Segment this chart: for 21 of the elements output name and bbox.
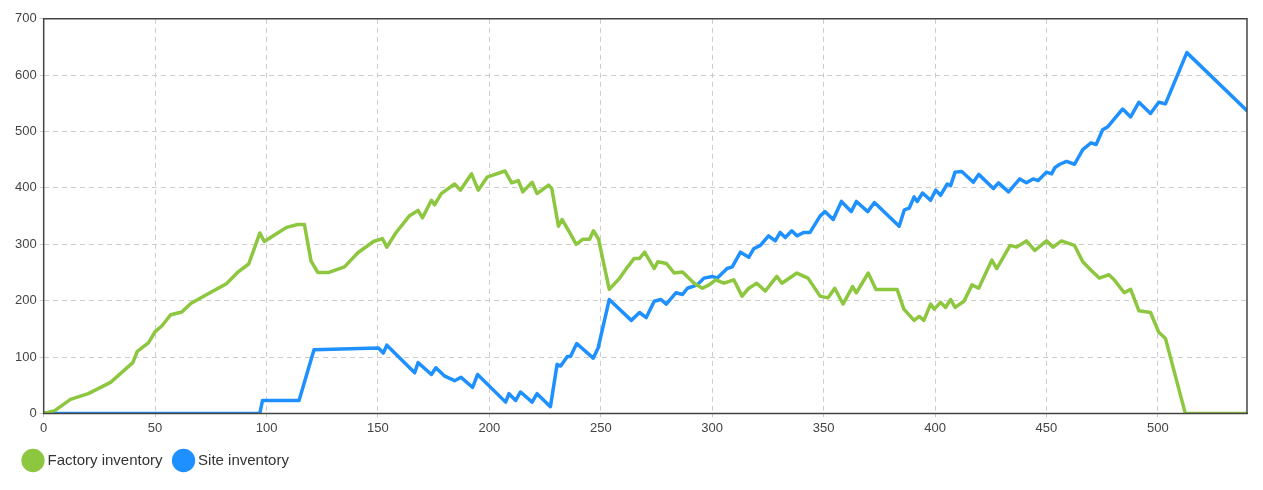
x-tick-label: 150 bbox=[367, 419, 389, 435]
x-tick-label: 100 bbox=[255, 419, 278, 435]
x-tick-label: 500 bbox=[1147, 419, 1169, 435]
legend-label: Site inventory bbox=[198, 450, 290, 468]
x-tick-label: 300 bbox=[701, 419, 724, 435]
y-tick-label: 400 bbox=[14, 179, 37, 195]
x-tick-label: 450 bbox=[1035, 419, 1058, 435]
y-tick-label: 200 bbox=[14, 292, 37, 308]
x-tick-label: 400 bbox=[924, 419, 946, 435]
y-tick-label: 500 bbox=[14, 123, 37, 139]
x-tick-label: 0 bbox=[40, 419, 48, 435]
y-tick-label: 0 bbox=[29, 404, 37, 420]
y-tick-label: 600 bbox=[14, 66, 37, 82]
y-tick-label: 100 bbox=[14, 348, 37, 364]
x-tick-label: 350 bbox=[812, 419, 835, 435]
x-tick-label: 50 bbox=[147, 419, 163, 435]
legend-label: Factory inventory bbox=[47, 450, 164, 468]
x-tick-label: 200 bbox=[478, 419, 501, 435]
y-tick-label: 700 bbox=[14, 10, 37, 26]
x-tick-label: 250 bbox=[589, 419, 612, 435]
y-tick-label: 300 bbox=[14, 235, 37, 251]
